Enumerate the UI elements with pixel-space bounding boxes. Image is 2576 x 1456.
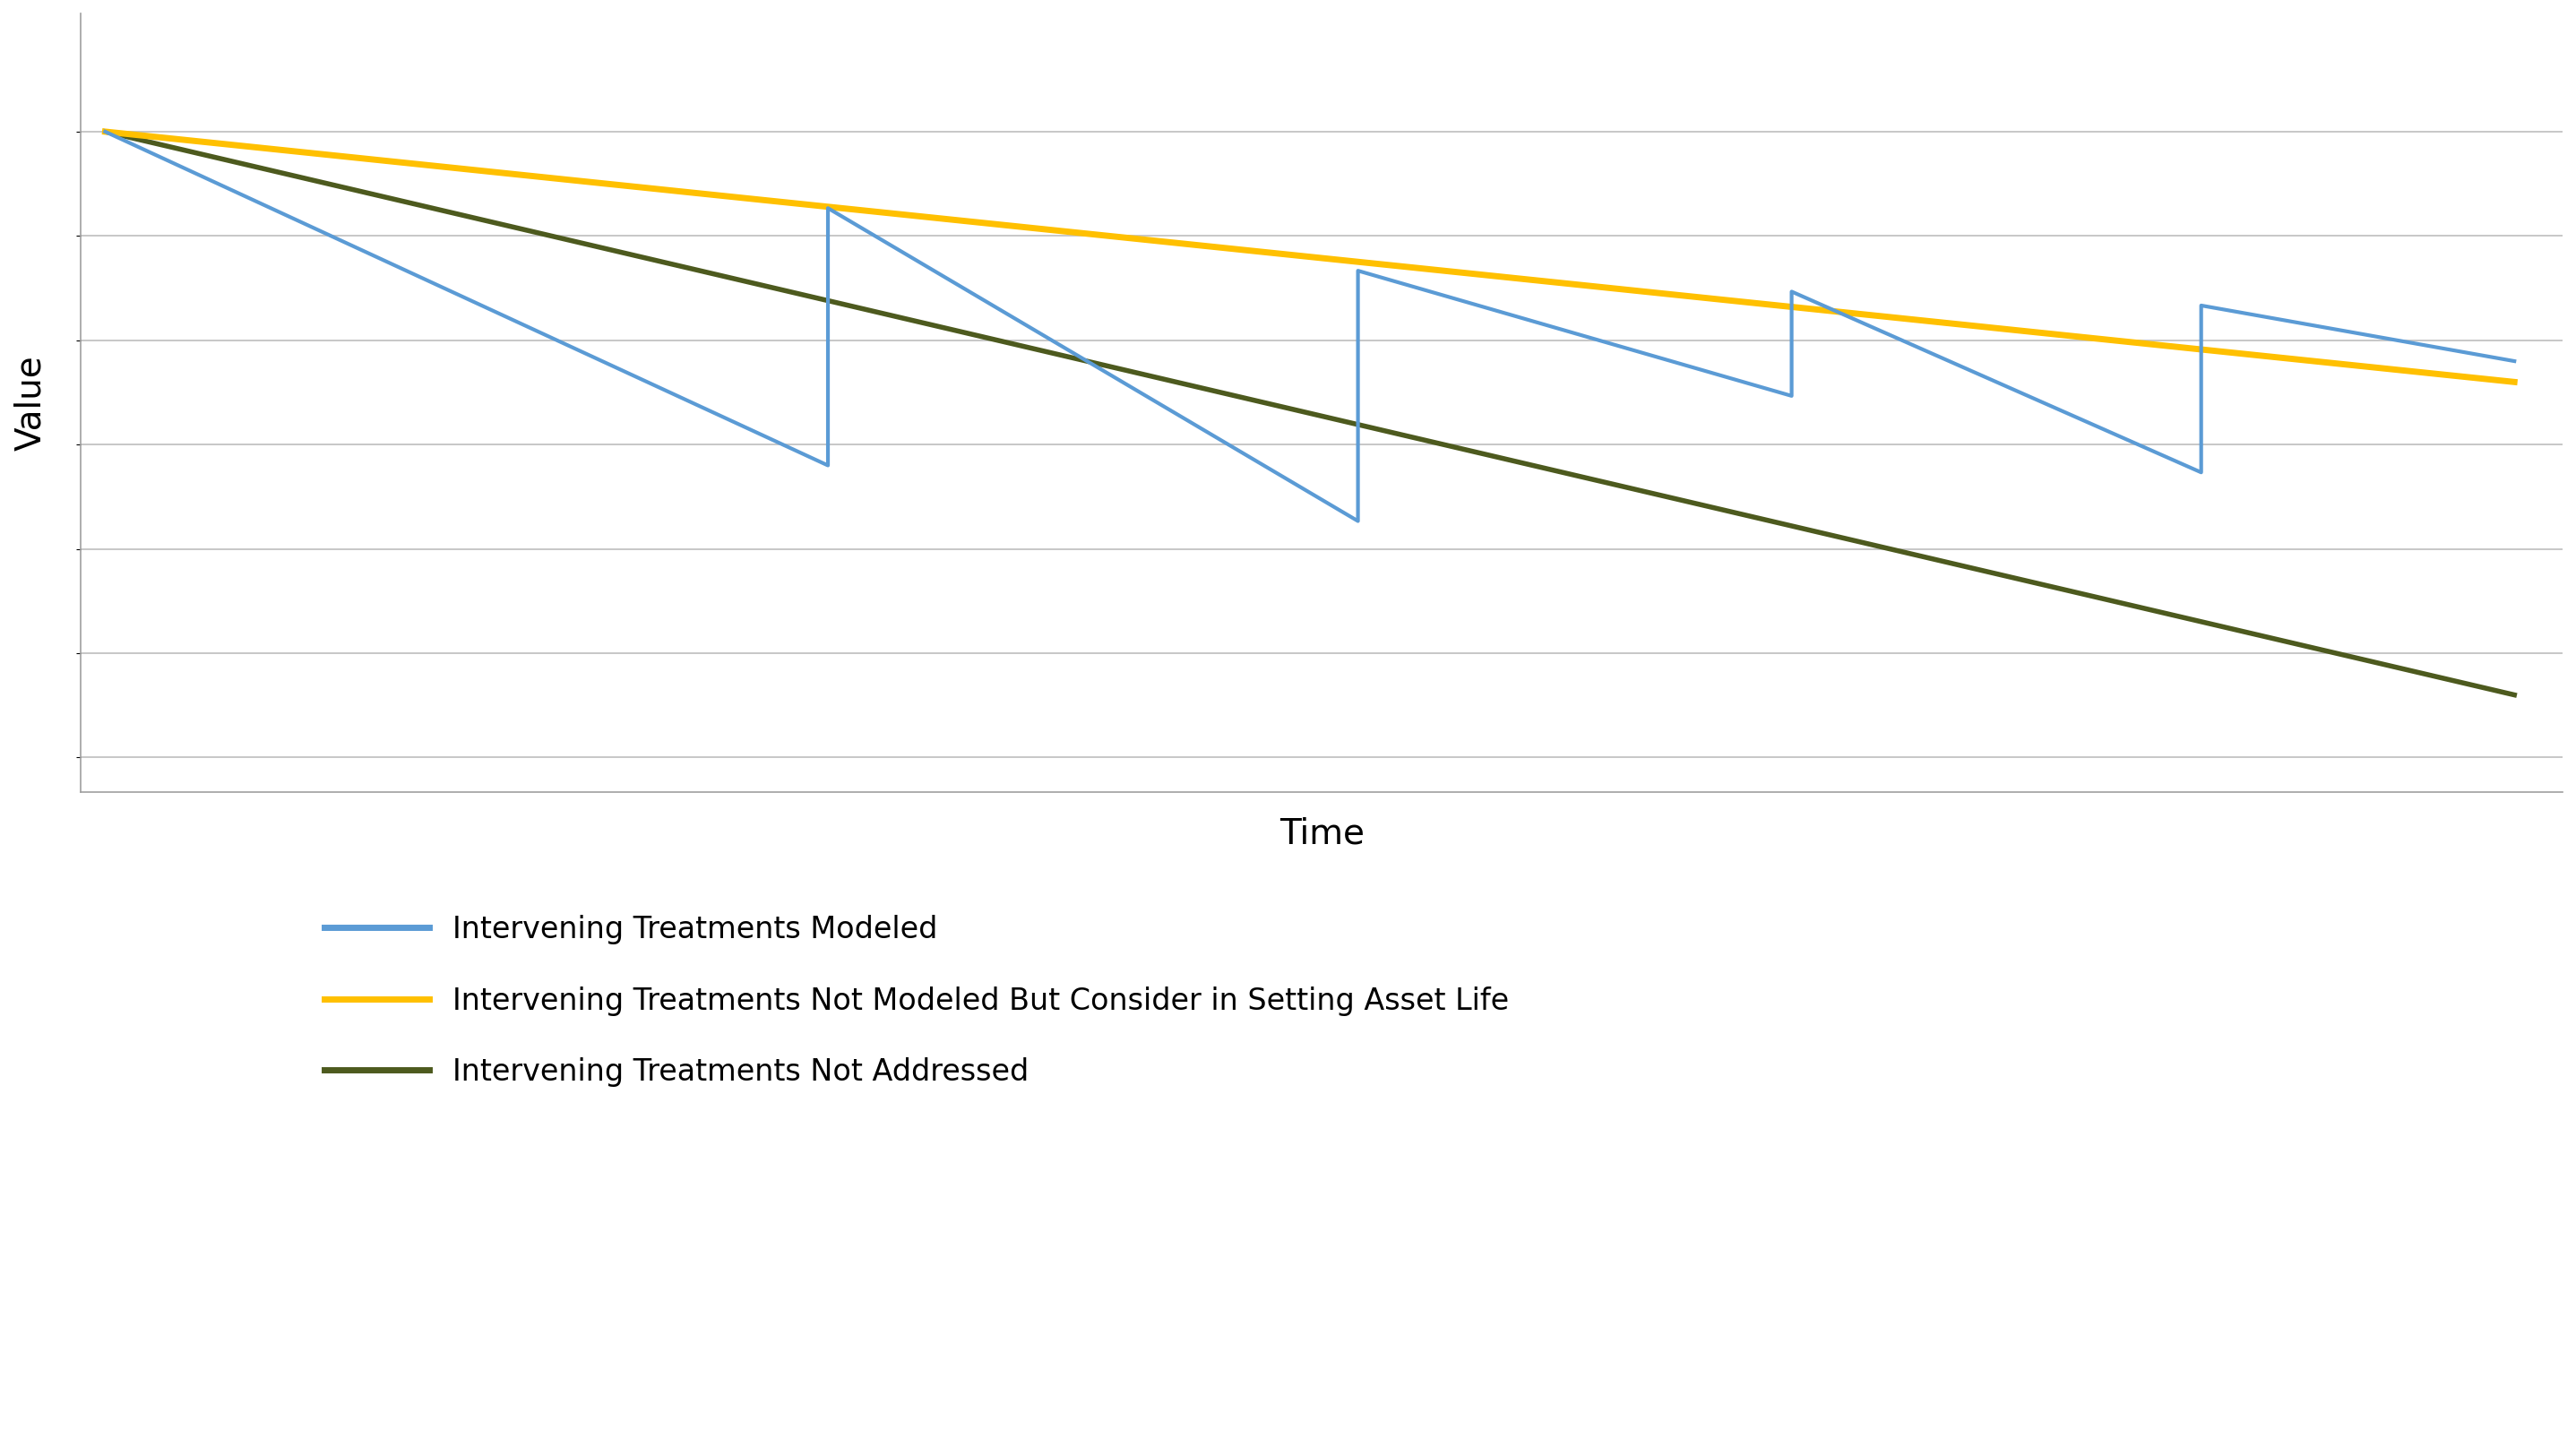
Intervening Treatments Modeled [811,457,842,475]
Intervening Treatments Modeled [1777,387,1808,405]
Intervening Treatments Modeled [1342,513,1373,530]
Intervening Treatments Modeled [90,122,121,140]
Intervening Treatments Modeled [2499,352,2530,370]
Legend: Intervening Treatments Modeled, Intervening Treatments Not Modeled But Consider : Intervening Treatments Modeled, Interven… [294,885,1540,1117]
Line: Intervening Treatments Modeled: Intervening Treatments Modeled [106,131,2514,521]
Intervening Treatments Modeled [1777,282,1808,300]
X-axis label: Time: Time [1280,817,1365,852]
Intervening Treatments Modeled [811,199,842,217]
Y-axis label: Value: Value [13,355,46,451]
Intervening Treatments Modeled [1342,262,1373,280]
Intervening Treatments Modeled [2184,297,2215,314]
Intervening Treatments Modeled [2184,463,2215,480]
